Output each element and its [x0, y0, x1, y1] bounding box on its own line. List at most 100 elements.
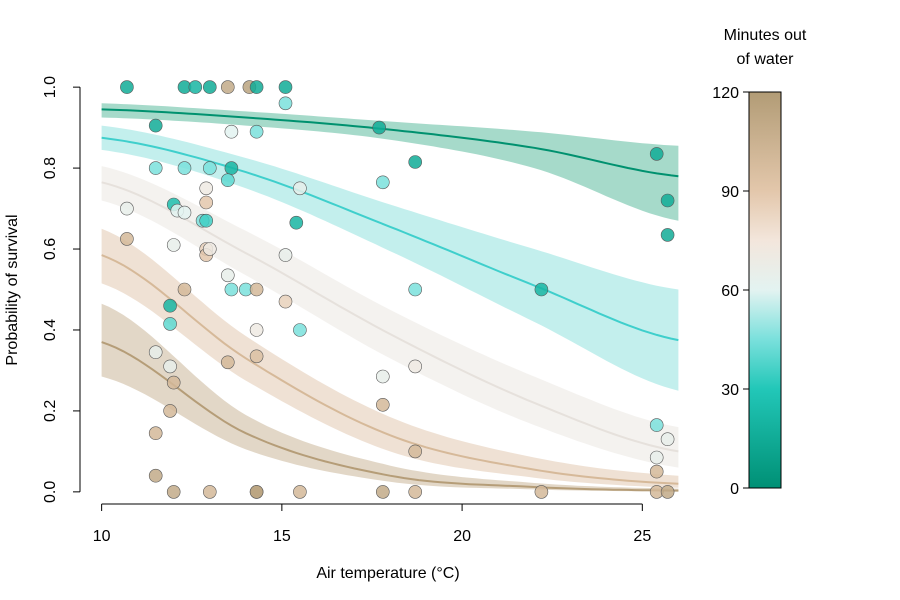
data-point [188, 80, 203, 94]
data-point [293, 181, 307, 196]
x-tick-label: 20 [453, 528, 471, 545]
data-point [249, 124, 264, 139]
data-point [148, 468, 163, 483]
data-point [249, 282, 264, 297]
colorbar-tick-label: 30 [721, 382, 739, 399]
colorbar-legend: Minutes out of water 0 30 60 90 120 [712, 27, 807, 498]
data-point [375, 175, 390, 190]
data-point [278, 96, 293, 111]
data-point [163, 317, 177, 331]
x-tick-label: 15 [273, 528, 291, 545]
confidence-band-0 [101, 103, 679, 221]
fit-line-3 [101, 254, 679, 485]
data-point [293, 485, 307, 499]
data-point [203, 80, 217, 94]
data-point [163, 404, 177, 418]
y-tick-label: 1.0 [42, 76, 59, 98]
data-point [221, 173, 235, 187]
data-point [534, 485, 549, 499]
data-point [120, 232, 134, 246]
colorbar-tick-label: 120 [712, 85, 739, 102]
colorbar-tick-label: 60 [721, 283, 739, 300]
data-point [534, 282, 549, 297]
x-tick-label: 10 [93, 528, 111, 545]
data-point [203, 242, 217, 256]
colorbar-title-line-1: Minutes out [724, 27, 807, 44]
y-tick-label: 0.6 [42, 238, 59, 260]
data-point [408, 282, 423, 297]
colorbar-scale [748, 91, 782, 489]
y-tick-label: 0.8 [42, 157, 59, 179]
data-point [199, 195, 213, 210]
data-point [177, 161, 192, 175]
y-tick-label: 0.4 [42, 319, 59, 341]
fit-line-0 [101, 108, 679, 178]
observed-points [120, 80, 675, 499]
data-point [408, 485, 423, 499]
colorbar-title-line-2: of water [737, 51, 795, 68]
y-tick-label: 0.2 [42, 400, 59, 422]
data-point [221, 355, 235, 370]
data-point [375, 369, 390, 384]
data-point [649, 450, 664, 465]
data-point [177, 282, 192, 297]
data-point [203, 485, 217, 499]
confidence-band-1 [101, 125, 679, 391]
data-point [249, 349, 264, 364]
x-tick-label: 25 [633, 528, 651, 545]
data-point [660, 485, 675, 499]
data-point [166, 375, 181, 390]
data-point [148, 426, 163, 441]
data-point [148, 161, 163, 175]
data-point [224, 124, 239, 139]
data-point [408, 359, 423, 374]
confidence-bands [101, 103, 679, 492]
data-point [249, 323, 264, 337]
confidence-band-2 [101, 166, 679, 468]
data-point [649, 464, 664, 479]
data-point [408, 155, 423, 169]
data-point [293, 323, 307, 337]
data-point [408, 444, 423, 459]
data-point [660, 228, 675, 242]
data-point [148, 345, 163, 360]
data-point [203, 161, 217, 175]
axes: 10 15 20 25 0.0 0.2 0.4 0.6 0.8 1.0 [42, 76, 651, 545]
data-point [166, 485, 181, 499]
data-point [224, 161, 239, 175]
data-point [278, 80, 293, 94]
data-point [166, 238, 181, 252]
data-point [221, 80, 235, 94]
data-point [148, 118, 163, 133]
y-tick-label: 0.0 [42, 481, 59, 503]
fit-line-2 [101, 181, 679, 453]
data-point [120, 80, 134, 94]
data-point [163, 298, 177, 313]
data-point [372, 120, 387, 135]
data-point [221, 268, 235, 283]
confidence-band-4 [101, 303, 679, 492]
fitted-curves [101, 108, 679, 492]
data-point [224, 282, 239, 297]
data-point [163, 359, 177, 374]
data-point [120, 201, 134, 216]
colorbar-tick-label: 90 [721, 184, 739, 201]
y-axis-title: Probability of survival [4, 214, 21, 365]
fit-line-4 [101, 341, 679, 492]
data-point [649, 418, 664, 432]
data-point [278, 248, 293, 262]
fit-line-1 [101, 136, 679, 342]
data-point [375, 485, 390, 499]
data-point [278, 294, 293, 309]
data-point [660, 432, 675, 447]
data-point [177, 205, 192, 220]
data-point [199, 213, 213, 228]
data-point [199, 181, 213, 196]
data-point [660, 193, 675, 208]
data-point [249, 485, 264, 499]
data-point [289, 215, 304, 230]
data-point [375, 397, 390, 412]
data-point [649, 147, 664, 161]
x-axis-title: Air temperature (°C) [316, 565, 459, 582]
